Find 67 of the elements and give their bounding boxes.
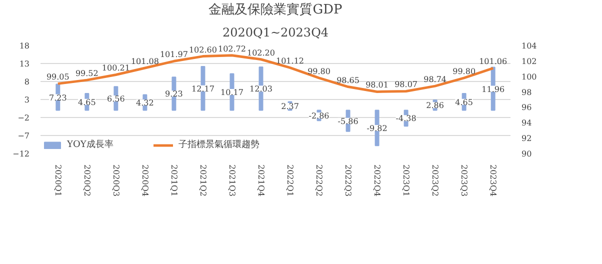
data-label: 98.65	[336, 76, 360, 85]
data-label: 101.97	[160, 50, 188, 60]
x-tick-label: 2022Q3	[344, 164, 353, 197]
legend-label: YOY成長率	[67, 138, 114, 151]
data-label: 101.08	[130, 57, 159, 66]
y2-tick-label: 100	[522, 72, 537, 82]
data-label: 12.03	[250, 84, 272, 94]
x-tick-label: 2021Q2	[198, 164, 208, 197]
y-tick-label: 13	[19, 60, 30, 68]
y2-tick-label: 104	[522, 42, 537, 50]
data-label: 11.96	[482, 84, 505, 94]
data-label: 99.05	[46, 72, 70, 82]
data-label: 101.06	[479, 57, 508, 66]
data-label: 2.37	[281, 102, 299, 112]
data-label: 12.17	[192, 84, 214, 94]
y-tick-label: −12	[12, 150, 30, 158]
y2-tick-label: 90	[522, 150, 532, 158]
y-tick-label: −2	[18, 114, 30, 122]
y-tick-label: 3	[24, 96, 30, 104]
data-label: 9.23	[165, 90, 183, 99]
data-label: 102.20	[247, 48, 275, 58]
x-tick-label: 2023Q2	[430, 164, 440, 197]
x-tick-label: 2022Q4	[372, 164, 382, 197]
data-label: -5.86	[338, 116, 358, 126]
data-label: 101.12	[276, 56, 304, 66]
x-tick-label: 2020Q2	[82, 164, 92, 197]
x-tick-label: 2020Q3	[111, 164, 120, 197]
x-tick-label: 2021Q3	[227, 164, 236, 197]
y2-tick-label: 94	[522, 118, 532, 128]
y2-tick-label: 96	[522, 103, 532, 112]
x-tick-label: 2022Q1	[286, 164, 295, 197]
data-label: 7.23	[49, 93, 67, 102]
data-label: 98.01	[366, 80, 388, 90]
y2-tick-label: 102	[522, 56, 537, 66]
data-label: 10.17	[220, 88, 244, 97]
data-label: 99.80	[308, 66, 330, 76]
y-tick-label: 8	[24, 78, 30, 86]
data-label: 4.32	[136, 98, 154, 108]
data-label: 98.07	[394, 80, 418, 90]
data-label: 6.56	[107, 94, 125, 104]
chart-subtitle: 2020Q1~2023Q4	[222, 26, 329, 40]
data-label: -4.38	[396, 114, 416, 124]
x-tick-label: 2022Q2	[314, 164, 324, 197]
y2-tick-label: 92	[522, 134, 532, 144]
x-tick-label: 2023Q3	[460, 164, 469, 197]
y-tick-label: −7	[18, 132, 30, 140]
legend-label: 子指標景氣循環趨勢	[178, 138, 260, 151]
data-label: 102.60	[188, 45, 217, 54]
data-label: 4.65	[78, 98, 96, 107]
data-label: -2.86	[308, 111, 330, 120]
data-label: 99.52	[75, 69, 98, 78]
x-tick-label: 2020Q4	[140, 164, 150, 197]
x-tick-label: 2021Q4	[256, 164, 266, 197]
data-label: 98.74	[424, 75, 447, 84]
data-label: 102.72	[218, 44, 246, 54]
data-label: -9.82	[366, 124, 388, 133]
y-tick-label: 18	[19, 42, 30, 50]
data-label: 4.65	[455, 98, 473, 107]
x-tick-label: 2020Q1	[53, 164, 62, 197]
x-tick-label: 2023Q4	[488, 164, 498, 197]
x-tick-label: 2021Q1	[169, 164, 178, 197]
y2-tick-label: 98	[522, 88, 532, 97]
data-label: 2.86	[426, 101, 444, 110]
x-tick-label: 2023Q1	[402, 164, 411, 197]
data-label: 100.21	[102, 64, 130, 73]
chart-title: 金融及保險業實質GDP	[208, 2, 343, 18]
data-label: 99.80	[452, 66, 476, 76]
